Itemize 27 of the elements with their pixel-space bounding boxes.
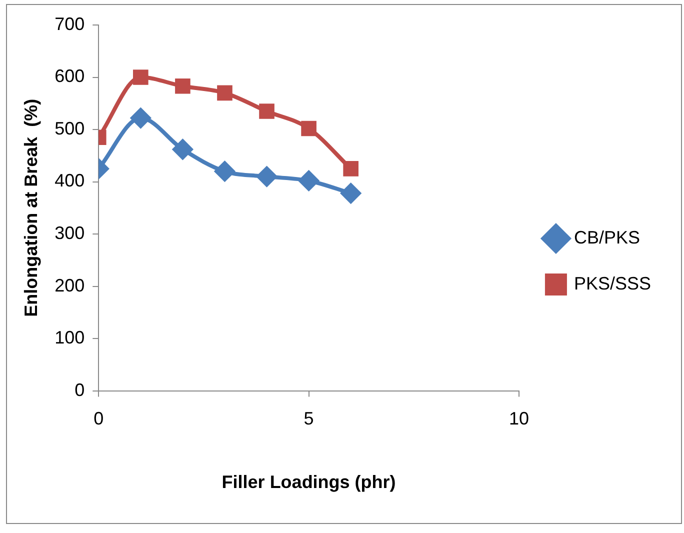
legend-label: CB/PKS bbox=[574, 227, 640, 248]
x-tick-label: 10 bbox=[508, 408, 529, 429]
point bbox=[214, 161, 235, 182]
x-tick-label: 5 bbox=[304, 408, 314, 429]
point bbox=[259, 104, 274, 119]
point bbox=[130, 108, 151, 128]
y-tick-label: 500 bbox=[54, 118, 85, 138]
point bbox=[301, 120, 316, 136]
point bbox=[343, 161, 358, 176]
x-tick-label: 0 bbox=[94, 408, 104, 429]
y-tick-label: 400 bbox=[54, 170, 85, 191]
x-axis-title: Filler Loadings (phr) bbox=[222, 472, 396, 492]
point bbox=[133, 70, 148, 85]
y-tick-label: 200 bbox=[54, 275, 85, 296]
y-axis-title: Enlongation at Break (%) bbox=[20, 98, 41, 317]
point bbox=[256, 166, 277, 187]
y-tick-label: 100 bbox=[54, 328, 85, 348]
point bbox=[175, 78, 190, 94]
point bbox=[172, 139, 193, 160]
y-tick-label: 300 bbox=[54, 222, 85, 243]
point bbox=[217, 85, 232, 101]
point bbox=[298, 170, 319, 191]
legend-label: PKS/SSS bbox=[574, 273, 652, 294]
y-tick-label: 700 bbox=[54, 14, 85, 34]
point bbox=[340, 183, 361, 204]
y-tick-label: 0 bbox=[74, 380, 85, 400]
y-tick-label: 600 bbox=[54, 66, 85, 86]
